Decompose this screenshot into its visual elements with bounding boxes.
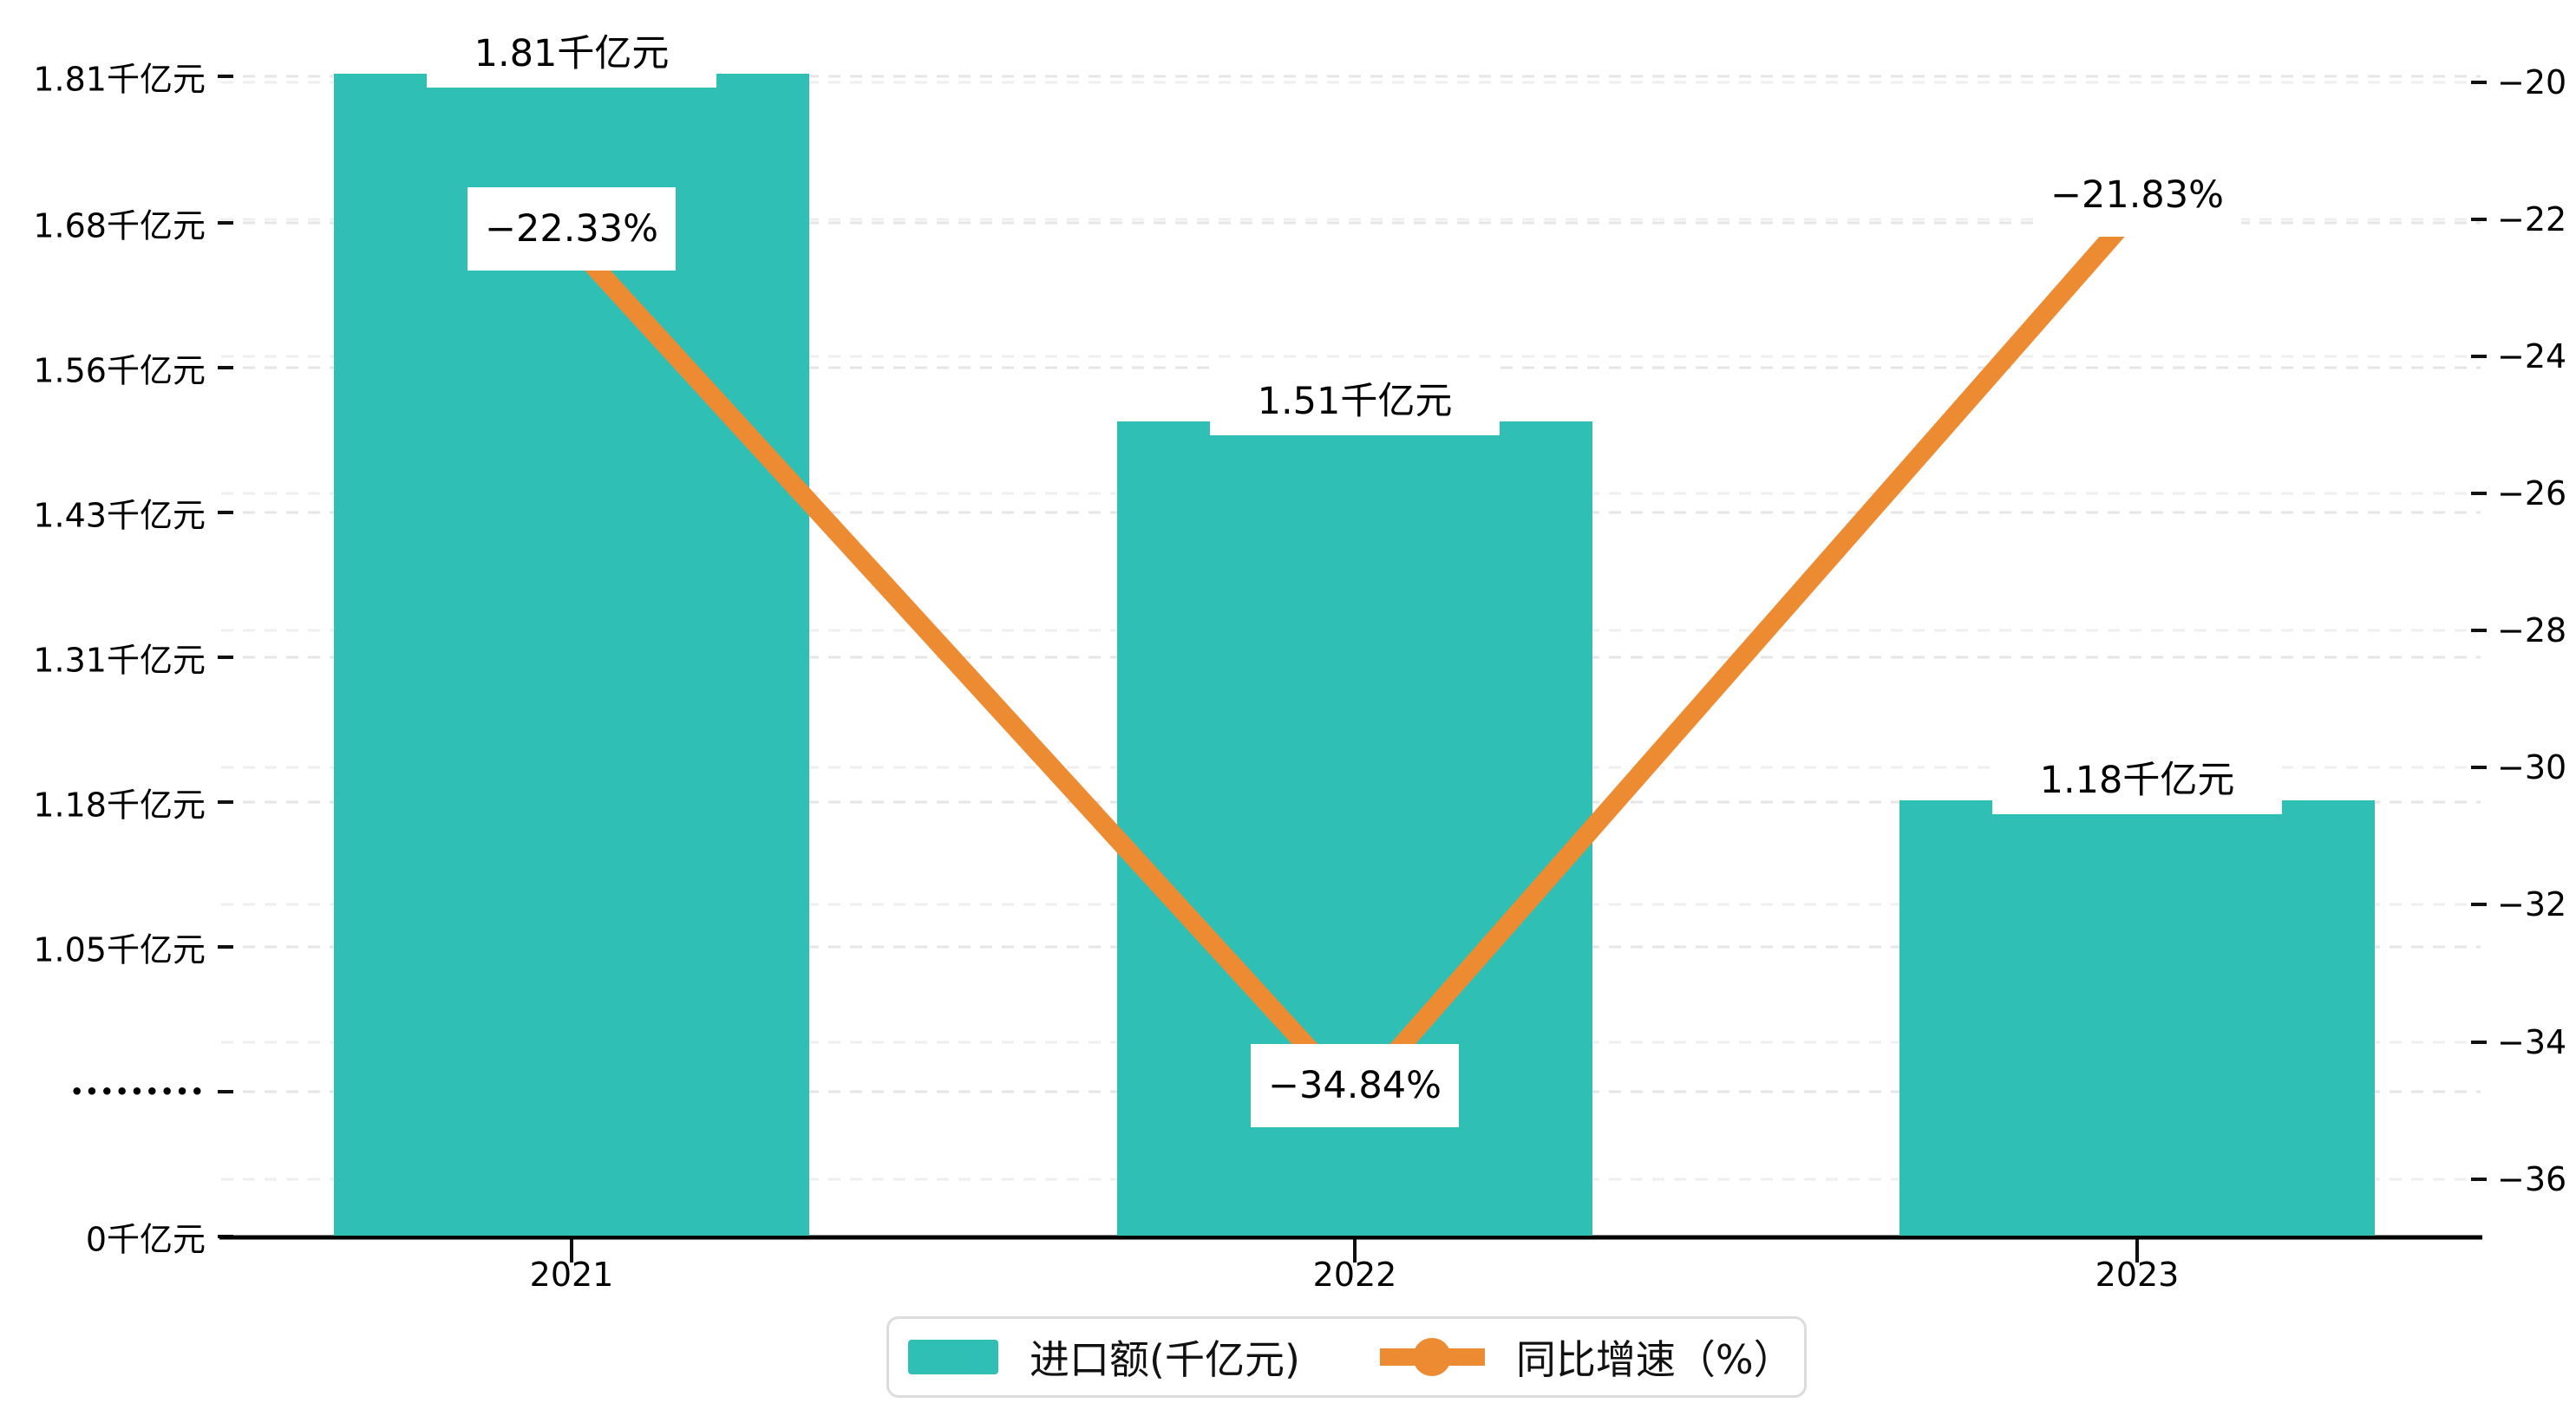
legend: 进口额(千亿元) 同比增速（%） (886, 1316, 1807, 1398)
right-axis-label: −28 (2497, 611, 2567, 649)
legend-label-growth-rate: 同比增速（%） (1515, 1336, 1794, 1383)
legend-item-import-amount[interactable]: 进口额(千亿元) (908, 1328, 1300, 1386)
left-axis-label: 1.05千亿元 (33, 930, 206, 969)
left-axis-label: 1.81千亿元 (33, 60, 206, 99)
right-axis-label: −26 (2497, 474, 2567, 512)
legend-item-growth-rate[interactable]: 同比增速（%） (1379, 1328, 1794, 1386)
bar-value-label-2021: 1.81千亿元 (427, 13, 716, 88)
x-axis-label-2021: 2021 (529, 1256, 614, 1294)
line-value-label-2023: −21.83% (2033, 153, 2241, 237)
legend-label-import-amount: 进口额(千亿元) (1030, 1336, 1300, 1383)
line-value-label-2021: −22.33% (467, 187, 676, 271)
bar-series-swatch-icon (908, 1340, 998, 1374)
right-axis-label: −34 (2497, 1023, 2567, 1061)
left-axis-label: 1.18千亿元 (33, 786, 206, 825)
bar-value-label-2022: 1.51千亿元 (1210, 361, 1500, 435)
left-axis-break-dots: ••••••••• (69, 1080, 206, 1104)
right-axis-label: −20 (2497, 63, 2567, 101)
right-axis-label: −30 (2497, 748, 2567, 786)
x-axis-label-2023: 2023 (2095, 1256, 2180, 1294)
line-value-label-2022: −34.84% (1251, 1044, 1459, 1127)
left-axis-label: 1.68千亿元 (33, 206, 206, 245)
right-axis-label: −24 (2497, 337, 2567, 375)
right-axis-label: −22 (2497, 200, 2567, 238)
bar-2023[interactable] (1899, 800, 2375, 1236)
left-axis-label: 1.56千亿元 (33, 351, 206, 390)
bar-value-label-2023: 1.18千亿元 (1992, 740, 2282, 814)
left-axis-label: 1.31千亿元 (33, 641, 206, 680)
line-marker-dot-icon (1413, 1338, 1452, 1376)
right-axis-label: −32 (2497, 885, 2567, 923)
left-axis-label: 0千亿元 (85, 1220, 206, 1259)
line-series-marker-icon (1379, 1337, 1485, 1377)
left-axis-label: 1.43千亿元 (33, 496, 206, 535)
x-axis-label-2022: 2022 (1312, 1256, 1397, 1294)
right-axis-label: −36 (2497, 1160, 2567, 1198)
